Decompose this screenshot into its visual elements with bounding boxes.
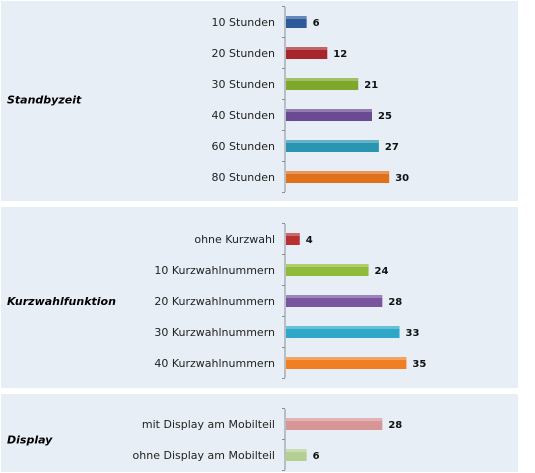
data-label: 4 xyxy=(306,235,313,246)
data-label: 30 xyxy=(395,173,409,184)
category-label: 40 Stunden xyxy=(212,109,275,122)
category-label: 30 Kurzwahlnummern xyxy=(154,326,275,339)
bar-highlight xyxy=(286,16,307,19)
category-label: 80 Stunden xyxy=(212,171,275,184)
category-label: 60 Stunden xyxy=(212,140,275,153)
bar xyxy=(286,357,407,369)
data-label: 28 xyxy=(388,420,402,431)
bar xyxy=(286,264,369,276)
category-label: 10 Kurzwahlnummern xyxy=(154,264,275,277)
bar xyxy=(286,16,307,28)
bar-highlight xyxy=(286,109,372,112)
bar xyxy=(286,295,383,307)
category-label: 40 Kurzwahlnummern xyxy=(154,357,275,370)
data-label: 28 xyxy=(388,297,402,308)
category-label: mit Display am Mobilteil xyxy=(142,418,275,431)
bar-highlight xyxy=(286,418,383,421)
category-label: 20 Kurzwahlnummern xyxy=(154,295,275,308)
bar xyxy=(286,326,400,338)
bar xyxy=(286,78,359,90)
bar-highlight xyxy=(286,78,359,81)
data-label: 25 xyxy=(378,111,392,122)
category-label: 30 Stunden xyxy=(212,78,275,91)
panel-2-background xyxy=(1,207,518,388)
data-label: 27 xyxy=(385,142,399,153)
panel-1-background xyxy=(1,1,518,201)
data-label: 21 xyxy=(364,80,378,91)
bar-highlight xyxy=(286,171,390,174)
category-label: ohne Kurzwahl xyxy=(194,233,275,246)
category-label: 10 Stunden xyxy=(212,16,275,29)
category-label: 20 Stunden xyxy=(212,47,275,60)
bar-highlight xyxy=(286,326,400,329)
group-label: Standbyzeit xyxy=(7,94,82,107)
bar-highlight xyxy=(286,357,407,360)
bar xyxy=(286,47,328,59)
bar-highlight xyxy=(286,264,369,267)
bar xyxy=(286,109,372,121)
group-label: Display xyxy=(7,434,53,447)
data-label: 35 xyxy=(412,359,426,370)
data-label: 24 xyxy=(375,266,389,277)
group-label: Kurzwahlfunktion xyxy=(7,295,116,308)
data-label: 6 xyxy=(313,18,320,29)
bar-highlight xyxy=(286,295,383,298)
data-label: 12 xyxy=(333,49,347,60)
bar xyxy=(286,140,379,152)
bar xyxy=(286,171,390,183)
bar-highlight xyxy=(286,47,328,50)
bar-highlight xyxy=(286,233,300,236)
category-label: ohne Display am Mobilteil xyxy=(133,449,275,462)
data-label: 6 xyxy=(313,451,320,462)
bar xyxy=(286,418,383,430)
bar-highlight xyxy=(286,140,379,143)
bar xyxy=(286,233,300,245)
bar-highlight xyxy=(286,449,307,452)
panel-3-background xyxy=(1,394,518,472)
data-label: 33 xyxy=(406,328,420,339)
bar xyxy=(286,449,307,461)
